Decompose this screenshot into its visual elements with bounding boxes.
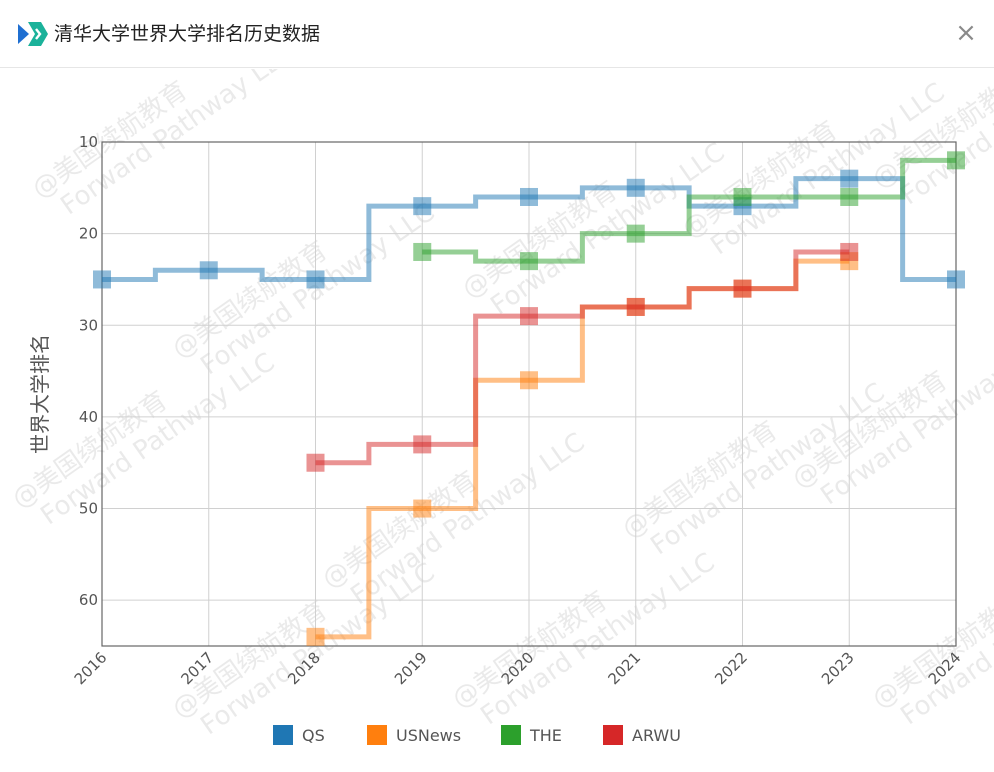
brand-logo-icon (18, 22, 48, 46)
legend-swatch (501, 725, 521, 745)
y-tick-label: 60 (79, 591, 98, 609)
data-point-qs (947, 270, 965, 289)
watermark-text: Forward Pathway LLC (195, 557, 440, 741)
watermark-text: Forward Pathway LLC (35, 347, 280, 531)
series-arwu (306, 242, 859, 472)
chart-legend: QS USNews THE ARWU (273, 725, 681, 745)
legend-label: USNews (396, 726, 461, 745)
series-layer (93, 151, 965, 646)
y-tick-label: 50 (79, 500, 98, 518)
y-tick-label: 40 (79, 408, 98, 426)
data-point-qs (306, 270, 325, 289)
y-tick-label: 30 (79, 316, 98, 334)
x-tick-label: 2021 (605, 648, 645, 688)
close-button[interactable]: × (955, 18, 977, 48)
data-point-arwu (840, 242, 859, 261)
watermark-text: Forward Pathway LLC (345, 427, 590, 611)
y-axis-ticks: 10 20 30 40 50 60 (79, 133, 98, 609)
data-point-usnews (413, 499, 432, 518)
dialog-title: 清华大学世界大学排名历史数据 (54, 23, 321, 45)
watermark-text: Forward Pathway LLC (475, 547, 720, 731)
data-point-qs (199, 261, 218, 280)
dialog-header: 清华大学世界大学排名历史数据 × (0, 0, 994, 68)
data-point-qs (840, 169, 859, 188)
data-point-usnews (306, 627, 325, 646)
series-qs (93, 169, 965, 289)
y-axis-label: 世界大学排名 (28, 334, 52, 454)
data-point-qs (520, 187, 538, 206)
data-point-the (626, 224, 645, 243)
legend-swatch (273, 725, 293, 745)
data-point-the (733, 187, 752, 206)
legend-item-usnews: USNews (367, 725, 461, 745)
x-tick-label: 2019 (391, 648, 431, 688)
legend-swatch (367, 725, 387, 745)
data-point-the (947, 151, 965, 170)
data-point-arwu (626, 297, 645, 316)
x-tick-label: 2022 (711, 648, 751, 688)
data-point-qs (413, 197, 432, 216)
data-point-usnews (520, 371, 538, 390)
data-point-the (413, 242, 432, 261)
x-tick-label: 2016 (71, 648, 111, 688)
data-point-qs (93, 270, 111, 289)
legend-item-arwu: ARWU (603, 725, 681, 745)
data-point-arwu (413, 435, 432, 454)
watermark-text: Forward Pathway LLC (195, 197, 440, 381)
legend-label: QS (302, 726, 325, 745)
data-point-arwu (306, 453, 325, 472)
plot-area-border (101, 141, 957, 647)
legend-label: THE (529, 726, 562, 745)
data-point-the (520, 252, 538, 271)
series-the (413, 151, 965, 271)
legend-item-qs: QS (273, 725, 325, 745)
data-point-qs (626, 178, 645, 197)
series-line-the (422, 157, 956, 264)
data-point-arwu (733, 279, 752, 298)
legend-swatch (603, 725, 623, 745)
data-point-arwu (520, 307, 538, 326)
x-tick-label: 2023 (818, 648, 858, 688)
series-line-arwu (315, 249, 850, 466)
y-tick-label: 10 (79, 133, 98, 151)
data-point-the (840, 187, 859, 206)
y-tick-label: 20 (79, 225, 98, 243)
legend-label: ARWU (632, 726, 681, 745)
legend-item-the: THE (501, 725, 562, 745)
